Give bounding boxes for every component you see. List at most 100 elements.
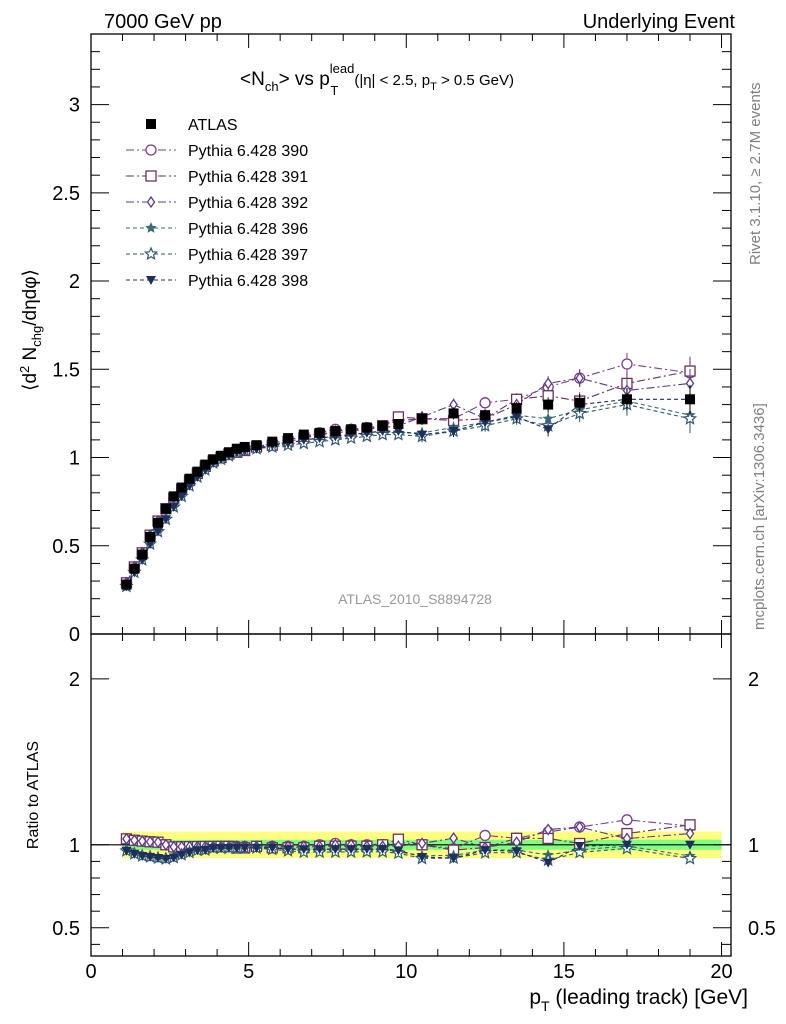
header-right: Underlying Event bbox=[583, 11, 736, 33]
data-point bbox=[346, 424, 357, 435]
ratio-point bbox=[239, 843, 250, 853]
series-atlas bbox=[121, 384, 696, 590]
ratio-point bbox=[449, 832, 458, 845]
ratio-point bbox=[346, 845, 357, 855]
data-point bbox=[168, 491, 179, 502]
y-tick-label-top: 3 bbox=[69, 95, 80, 117]
data-point bbox=[543, 425, 554, 435]
legend-entry: ATLAS bbox=[146, 117, 238, 134]
ratio-point bbox=[231, 843, 242, 853]
ratio-point bbox=[184, 848, 195, 858]
ratio-point bbox=[685, 827, 695, 840]
ratio-y-tick-label: 0.5 bbox=[52, 918, 80, 940]
data-point bbox=[267, 436, 278, 447]
series-line bbox=[126, 363, 691, 584]
data-point bbox=[361, 422, 372, 433]
data-point bbox=[575, 371, 584, 385]
ratio-point bbox=[685, 840, 696, 850]
y-tick-label-top: 2.5 bbox=[52, 183, 80, 205]
data-point bbox=[176, 492, 187, 502]
ratio-point bbox=[130, 834, 139, 847]
ratio-point bbox=[479, 829, 491, 842]
legend-label: Pythia 6.428 396 bbox=[188, 221, 308, 238]
top-series bbox=[119, 352, 698, 593]
data-point bbox=[543, 399, 554, 410]
series-pythia-397 bbox=[119, 393, 698, 593]
data-point bbox=[621, 358, 633, 370]
rivet-label: Rivet 3.1.10, ≥ 2.7M events bbox=[747, 83, 764, 266]
y-tick-label-top: 1 bbox=[69, 448, 80, 470]
x-tick-label: 5 bbox=[243, 961, 254, 983]
ratio-point bbox=[267, 843, 278, 853]
top-axes: 0 0.5 1 1.5 2 2.5 3 bbox=[52, 33, 731, 646]
data-point bbox=[121, 579, 132, 590]
ratio-point bbox=[153, 836, 163, 849]
data-point bbox=[231, 443, 242, 454]
ratio-series-pythia-398 bbox=[121, 840, 696, 868]
x-tick-label: 15 bbox=[553, 961, 575, 983]
data-point bbox=[377, 420, 388, 431]
ratio-point bbox=[216, 844, 227, 854]
data-point bbox=[298, 429, 309, 440]
data-point bbox=[216, 450, 227, 461]
data-point bbox=[511, 403, 522, 414]
ratio-point bbox=[145, 835, 155, 848]
data-point bbox=[448, 408, 459, 419]
y-tick-label-top: 2 bbox=[69, 271, 80, 293]
ratio-point bbox=[298, 845, 309, 855]
y-tick-label-top: 1.5 bbox=[52, 359, 80, 381]
data-point bbox=[417, 430, 428, 440]
x-tick-label: 20 bbox=[710, 961, 732, 983]
data-point bbox=[417, 413, 428, 424]
data-point bbox=[168, 502, 179, 512]
ratio-point bbox=[621, 814, 633, 826]
data-point bbox=[511, 412, 522, 422]
legend-label: Pythia 6.428 391 bbox=[188, 169, 308, 186]
x-tick-label: 0 bbox=[85, 961, 96, 983]
ratio-y-tick-label: 1 bbox=[69, 835, 80, 857]
ratio-y-tick-label: 2 bbox=[69, 669, 80, 691]
legend-entry: Pythia 6.428 391 bbox=[126, 169, 308, 186]
ratio-point bbox=[511, 847, 522, 857]
legend-entry: Pythia 6.428 396 bbox=[126, 221, 308, 238]
legend-label: Pythia 6.428 390 bbox=[188, 143, 308, 160]
ratio-point bbox=[168, 853, 179, 863]
data-point bbox=[129, 563, 140, 574]
legend-entry: Pythia 6.428 397 bbox=[126, 246, 308, 264]
data-point bbox=[251, 440, 262, 451]
ratio-y-tick-label-right: 2 bbox=[748, 669, 759, 691]
data-point bbox=[223, 447, 234, 458]
data-point bbox=[184, 473, 195, 484]
ratio-axes: 0 5 10 15 20 0.5 0.5 1 1 2 2 bbox=[52, 634, 776, 983]
y-axis-label-bottom: Ratio to ATLAS bbox=[25, 741, 42, 849]
data-point bbox=[480, 418, 491, 428]
ratio-frame bbox=[90, 633, 732, 957]
ratio-point bbox=[152, 853, 163, 863]
ratio-series bbox=[119, 814, 698, 868]
data-point bbox=[574, 397, 585, 408]
ratio-point bbox=[377, 845, 388, 855]
data-point bbox=[176, 482, 187, 493]
ratio-point bbox=[330, 845, 341, 855]
data-point bbox=[145, 540, 156, 549]
data-point bbox=[145, 531, 156, 542]
ratio-point bbox=[251, 843, 262, 853]
ratio-point bbox=[480, 846, 491, 856]
ratio-point bbox=[129, 849, 140, 859]
x-tick-label: 10 bbox=[395, 961, 417, 983]
ratio-point bbox=[682, 850, 698, 865]
data-point bbox=[152, 517, 163, 528]
ratio-series-line bbox=[126, 826, 691, 849]
ratio-point bbox=[448, 854, 459, 864]
legend-entry: Pythia 6.428 398 bbox=[126, 273, 308, 290]
series-pythia-398 bbox=[121, 384, 696, 592]
legend-marker bbox=[146, 119, 156, 129]
ratio-point bbox=[393, 846, 404, 856]
ratio-point bbox=[543, 823, 553, 836]
data-point bbox=[479, 397, 491, 409]
ratio-point bbox=[283, 845, 294, 855]
legend-marker bbox=[145, 144, 157, 156]
data-point bbox=[393, 419, 404, 429]
ratio-point bbox=[621, 840, 632, 850]
legend-marker bbox=[146, 276, 156, 285]
